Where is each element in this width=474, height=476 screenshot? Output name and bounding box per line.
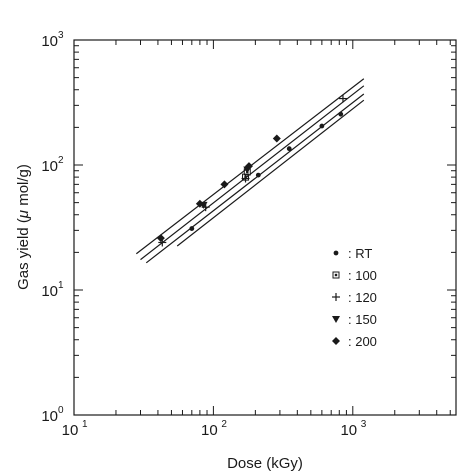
y-axis-label-prefix: Gas yield (	[15, 218, 32, 290]
x-tick-label: 10	[201, 422, 218, 439]
data-point-diamond	[244, 162, 253, 171]
data-point-circle	[319, 123, 325, 129]
y-tick-label-exponent: 1	[58, 280, 64, 291]
axis-tick-labels: 10 1 10 2 10 310 010 110 210 3	[41, 30, 366, 439]
x-tick-label: 10	[62, 422, 79, 439]
y-axis-label-suffix: mol/g)	[15, 164, 32, 210]
y-axis-label: Gas yield (μ mol/g)	[15, 164, 32, 290]
y-tick-label: 10	[41, 33, 58, 50]
legend-marker-circle	[333, 250, 339, 256]
y-tick-label: 10	[41, 158, 58, 175]
legend-marker-triangle-down	[332, 316, 340, 323]
legend-marker-diamond	[332, 337, 340, 345]
data-point-diamond	[272, 134, 281, 143]
x-tick-label-exponent: 2	[221, 419, 227, 430]
data-point-circle	[286, 146, 292, 152]
y-tick-label: 10	[41, 283, 58, 300]
data-point-circle	[255, 172, 261, 178]
legend-label: : 100	[348, 268, 377, 283]
x-tick-label-exponent: 1	[82, 419, 88, 430]
y-tick-label-exponent: 0	[58, 405, 64, 416]
data-point-plus	[338, 94, 347, 103]
x-axis-label: Dose (kGy)	[227, 455, 303, 472]
legend-marker-plus	[332, 293, 340, 301]
plot-frame	[73, 39, 457, 416]
data-point-diamond	[220, 180, 229, 189]
y-tick-label-exponent: 2	[58, 155, 64, 166]
data-point-circle	[338, 111, 344, 117]
x-tick-label-exponent: 3	[361, 419, 367, 430]
data-point-diamond	[195, 199, 204, 208]
data-point-circle	[189, 226, 195, 231]
axis-ticks	[73, 40, 456, 416]
x-tick-label: 10	[340, 422, 357, 439]
fit-line	[176, 99, 365, 247]
legend-label: : 200	[348, 334, 377, 349]
fit-line	[145, 93, 365, 264]
legend-marker-square-dot	[332, 271, 340, 279]
legend-label: : RT	[348, 246, 372, 261]
legend-label: : 120	[348, 290, 377, 305]
y-tick-label-exponent: 3	[58, 30, 64, 41]
y-tick-label: 10	[41, 408, 58, 425]
fit-line	[140, 85, 365, 261]
legend: : RT : 100 : 120 : 150 : 200	[332, 246, 377, 349]
data-point-plus	[241, 174, 250, 183]
data-points	[156, 94, 347, 247]
y-axis-label-mu: μ	[15, 210, 32, 219]
legend-label: : 150	[348, 312, 377, 327]
data-point-diamond	[156, 234, 165, 243]
